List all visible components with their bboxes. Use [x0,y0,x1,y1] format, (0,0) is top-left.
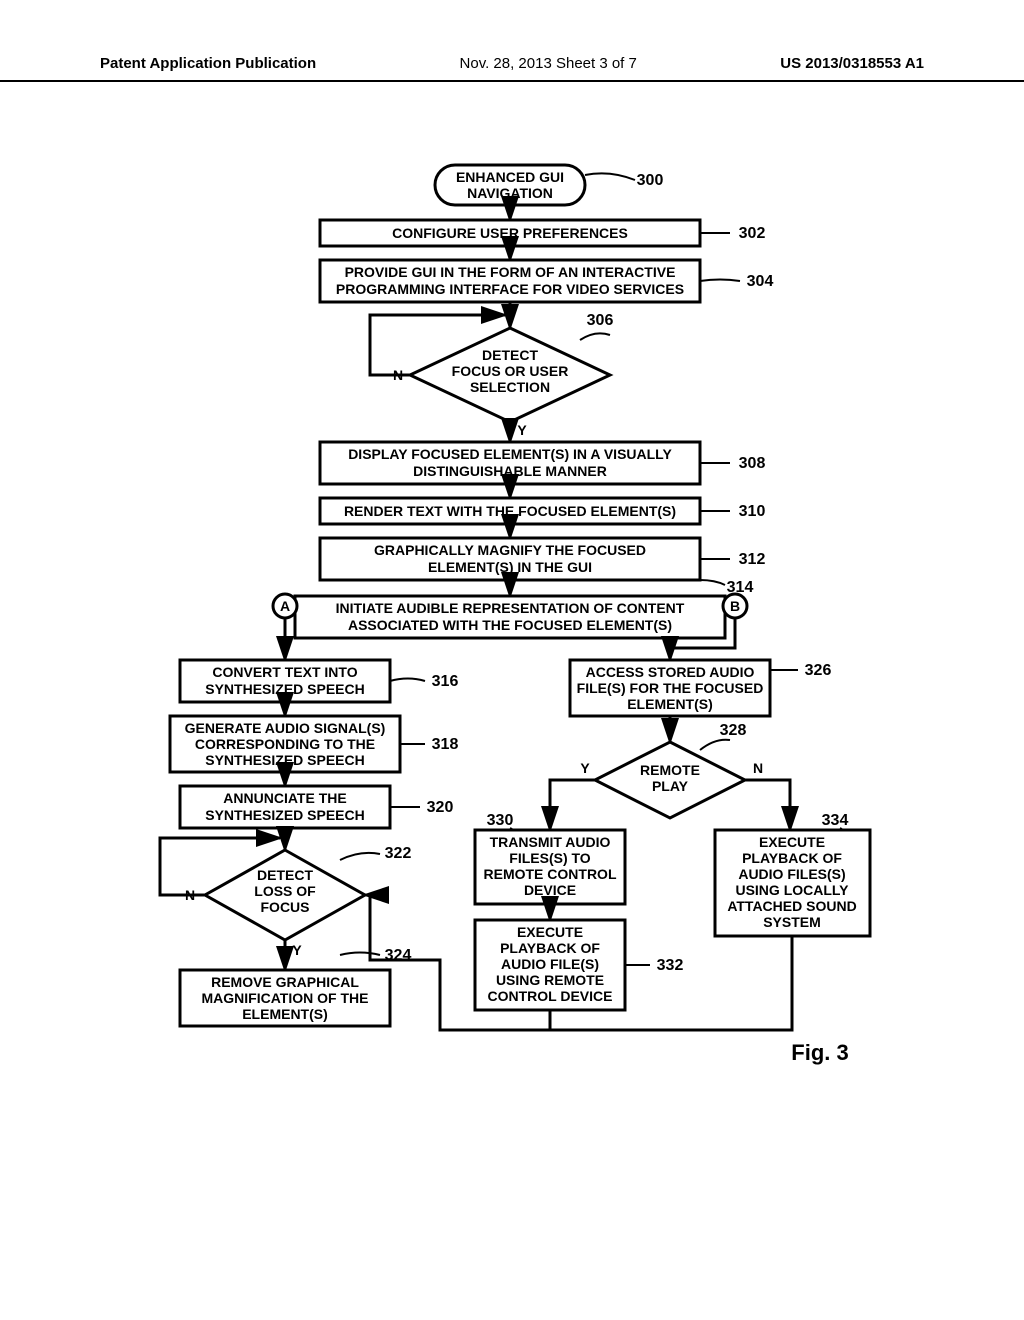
svg-text:A: A [280,598,290,614]
svg-text:PROVIDE GUI IN THE FORM OF AN: PROVIDE GUI IN THE FORM OF AN INTERACTIV… [345,264,676,280]
svg-text:ANNUNCIATE THE: ANNUNCIATE THE [223,790,346,806]
svg-text:B: B [730,598,740,614]
node-312: GRAPHICALLY MAGNIFY THE FOCUSED ELEMENT(… [320,538,765,580]
svg-text:328: 328 [720,722,747,739]
node-304: PROVIDE GUI IN THE FORM OF AN INTERACTIV… [320,260,773,302]
svg-text:PROGRAMMING INTERFACE FOR VIDE: PROGRAMMING INTERFACE FOR VIDEO SERVICES [336,281,684,297]
svg-text:ELEMENT(S): ELEMENT(S) [627,696,713,712]
svg-text:SYNTHESIZED SPEECH: SYNTHESIZED SPEECH [205,807,364,823]
node-310: RENDER TEXT WITH THE FOCUSED ELEMENT(S) … [320,498,765,524]
svg-text:SYNTHESIZED SPEECH: SYNTHESIZED SPEECH [205,752,364,768]
node-322: DETECT LOSS OF FOCUS 322 [205,845,411,940]
svg-text:326: 326 [805,662,832,679]
svg-text:SELECTION: SELECTION [470,379,550,395]
svg-text:LOSS OF: LOSS OF [254,883,316,899]
node-306: DETECT FOCUS OR USER SELECTION 306 [410,312,613,422]
svg-text:ELEMENT(S) IN THE GUI: ELEMENT(S) IN THE GUI [428,559,592,575]
svg-text:308: 308 [739,455,766,472]
svg-text:CONVERT TEXT INTO: CONVERT TEXT INTO [212,664,357,680]
svg-text:GENERATE AUDIO SIGNAL(S): GENERATE AUDIO SIGNAL(S) [185,720,386,736]
flowchart-svg: ENHANCED GUI NAVIGATION 300 CONFIGURE US… [140,160,880,1080]
svg-text:304: 304 [747,273,774,290]
node-316: CONVERT TEXT INTO SYNTHESIZED SPEECH 316 [180,660,458,702]
svg-text:DETECT: DETECT [482,347,538,363]
node-318: GENERATE AUDIO SIGNAL(S) CORRESPONDING T… [170,716,458,772]
svg-text:332: 332 [657,957,684,974]
svg-text:CONTROL DEVICE: CONTROL DEVICE [488,988,613,1004]
svg-text:FOCUS OR USER: FOCUS OR USER [452,363,569,379]
node-334: EXECUTE PLAYBACK OF AUDIO FILES(S) USING… [715,830,870,936]
svg-text:PLAYBACK OF: PLAYBACK OF [500,940,600,956]
node-314: INITIATE AUDIBLE REPRESENTATION OF CONTE… [273,594,747,638]
page-header: Patent Application Publication Nov. 28, … [0,55,1024,82]
node-308: DISPLAY FOCUSED ELEMENT(S) IN A VISUALLY… [320,442,765,484]
svg-text:SYNTHESIZED SPEECH: SYNTHESIZED SPEECH [205,681,364,697]
node-300: ENHANCED GUI NAVIGATION 300 [435,165,663,205]
svg-text:DETECT: DETECT [257,867,313,883]
svg-text:MAGNIFICATION OF THE: MAGNIFICATION OF THE [202,990,369,1006]
svg-text:NAVIGATION: NAVIGATION [467,185,553,201]
node-324: REMOVE GRAPHICAL MAGNIFICATION OF THE EL… [180,970,390,1026]
svg-text:REMOTE CONTROL: REMOTE CONTROL [484,866,617,882]
svg-text:USING LOCALLY: USING LOCALLY [735,882,849,898]
node-332: EXECUTE PLAYBACK OF AUDIO FILE(S) USING … [475,920,683,1010]
svg-text:ELEMENT(S): ELEMENT(S) [242,1006,328,1022]
svg-text:318: 318 [432,736,459,753]
svg-text:ENHANCED GUI: ENHANCED GUI [456,169,564,185]
svg-text:302: 302 [739,225,766,242]
figure-label: Fig. 3 [791,1040,848,1065]
svg-text:ACCESS STORED AUDIO: ACCESS STORED AUDIO [586,664,755,680]
svg-text:TRANSMIT AUDIO: TRANSMIT AUDIO [490,834,611,850]
svg-text:312: 312 [739,551,766,568]
header-right: US 2013/0318553 A1 [780,55,924,72]
svg-text:322: 322 [385,845,412,862]
svg-text:USING REMOTE: USING REMOTE [496,972,604,988]
svg-text:INITIATE AUDIBLE REPRESENTATIO: INITIATE AUDIBLE REPRESENTATION OF CONTE… [336,600,685,616]
svg-text:EXECUTE: EXECUTE [517,924,583,940]
node-302: CONFIGURE USER PREFERENCES 302 [320,220,765,246]
svg-text:Y: Y [292,942,302,958]
svg-text:FOCUS: FOCUS [261,899,310,915]
svg-text:PLAYBACK OF: PLAYBACK OF [742,850,842,866]
svg-text:ASSOCIATED WITH THE FOCUSED EL: ASSOCIATED WITH THE FOCUSED ELEMENT(S) [348,617,672,633]
node-328: REMOTE PLAY [595,742,745,818]
svg-text:REMOVE GRAPHICAL: REMOVE GRAPHICAL [211,974,359,990]
svg-text:EXECUTE: EXECUTE [759,834,825,850]
header-center: Nov. 28, 2013 Sheet 3 of 7 [460,55,637,72]
svg-text:334: 334 [822,812,849,829]
svg-text:PLAY: PLAY [652,778,689,794]
svg-text:DISTINGUISHABLE MANNER: DISTINGUISHABLE MANNER [413,463,607,479]
svg-text:316: 316 [432,673,459,690]
svg-text:306: 306 [587,312,614,329]
svg-text:SYSTEM: SYSTEM [763,914,821,930]
svg-text:310: 310 [739,503,766,520]
svg-text:GRAPHICALLY MAGNIFY THE FOCUSE: GRAPHICALLY MAGNIFY THE FOCUSED [374,542,646,558]
svg-text:REMOTE: REMOTE [640,762,700,778]
svg-text:ATTACHED SOUND: ATTACHED SOUND [727,898,856,914]
svg-text:DEVICE: DEVICE [524,882,576,898]
node-330: TRANSMIT AUDIO FILES(S) TO REMOTE CONTRO… [475,830,625,904]
svg-text:320: 320 [427,799,454,816]
svg-text:AUDIO FILES(S): AUDIO FILES(S) [738,866,845,882]
svg-text:FILES(S) TO: FILES(S) TO [509,850,591,866]
svg-text:FILE(S) FOR THE FOCUSED: FILE(S) FOR THE FOCUSED [577,680,764,696]
svg-text:N: N [753,760,763,776]
svg-text:AUDIO FILE(S): AUDIO FILE(S) [501,956,599,972]
svg-text:330: 330 [487,812,514,829]
svg-text:300: 300 [637,172,664,189]
svg-text:RENDER TEXT WITH THE FOCUSED E: RENDER TEXT WITH THE FOCUSED ELEMENT(S) [344,503,676,519]
svg-text:Y: Y [517,422,527,438]
patent-figure-3: ENHANCED GUI NAVIGATION 300 CONFIGURE US… [140,160,880,1080]
svg-text:Y: Y [580,760,590,776]
svg-text:CORRESPONDING TO THE: CORRESPONDING TO THE [195,736,375,752]
svg-text:CONFIGURE USER PREFERENCES: CONFIGURE USER PREFERENCES [392,225,628,241]
header-left: Patent Application Publication [100,55,316,72]
node-320: ANNUNCIATE THE SYNTHESIZED SPEECH 320 [180,786,453,828]
node-326: ACCESS STORED AUDIO FILE(S) FOR THE FOCU… [570,660,831,716]
svg-text:DISPLAY FOCUSED ELEMENT(S) IN: DISPLAY FOCUSED ELEMENT(S) IN A VISUALLY [348,446,672,462]
